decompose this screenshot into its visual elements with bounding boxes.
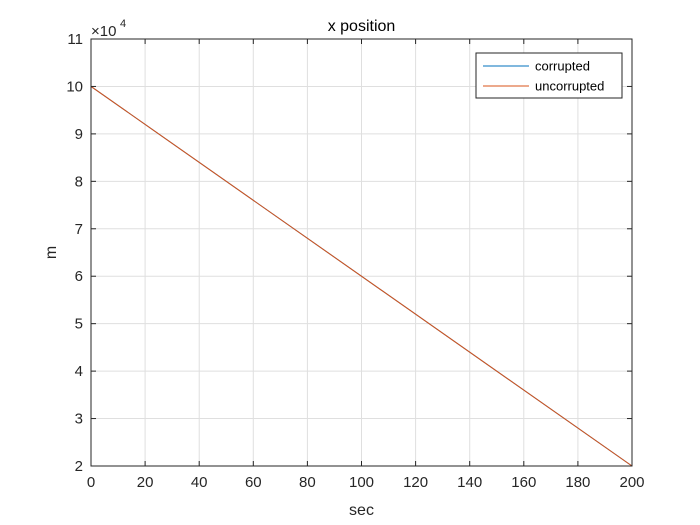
- y-tick-label: 4: [75, 363, 83, 380]
- x-tick-label: 100: [349, 474, 374, 491]
- y-tick-label: 8: [75, 173, 83, 190]
- y-tick-label: 11: [67, 31, 83, 48]
- y-axis-label: m: [43, 246, 60, 259]
- y-exponent-base: ×10: [91, 23, 116, 40]
- x-tick-label: 60: [245, 474, 262, 491]
- y-tick-label: 2: [75, 458, 83, 475]
- y-tick-label: 3: [75, 411, 83, 428]
- legend-label-uncorrupted: uncorrupted: [535, 79, 604, 94]
- x-tick-label: 20: [137, 474, 154, 491]
- chart-title: x position: [328, 18, 396, 35]
- y-tick-label: 10: [66, 78, 83, 95]
- x-tick-label: 0: [87, 474, 95, 491]
- x-tick-label: 180: [565, 474, 590, 491]
- legend: corrupted uncorrupted: [475, 52, 623, 99]
- x-axis-label: sec: [349, 502, 374, 519]
- y-exponent: ×10 4: [91, 18, 126, 40]
- legend-box: [475, 52, 623, 99]
- legend-label-corrupted: corrupted: [535, 59, 590, 74]
- x-tick-label: 140: [457, 474, 482, 491]
- series-line-uncorrupted: [90, 86, 633, 467]
- y-exponent-power: 4: [120, 18, 126, 30]
- x-tick-label: 120: [403, 474, 428, 491]
- grid: [90, 38, 633, 467]
- x-tick-label: 40: [191, 474, 208, 491]
- y-tick-label: 7: [75, 221, 83, 238]
- x-tick-label: 160: [511, 474, 536, 491]
- x-tick-label: 80: [299, 474, 316, 491]
- x-tick-label: 200: [619, 474, 644, 491]
- y-tick-label: 5: [75, 316, 83, 333]
- y-tick-label: 9: [75, 126, 83, 143]
- axis-ticks: 0 20 40 60 80 100 120 140 160 180 200 2 3 4 5 6 7 8 9 10 11: [66, 31, 644, 491]
- series-lines: [90, 86, 633, 467]
- y-tick-label: 6: [75, 268, 83, 285]
